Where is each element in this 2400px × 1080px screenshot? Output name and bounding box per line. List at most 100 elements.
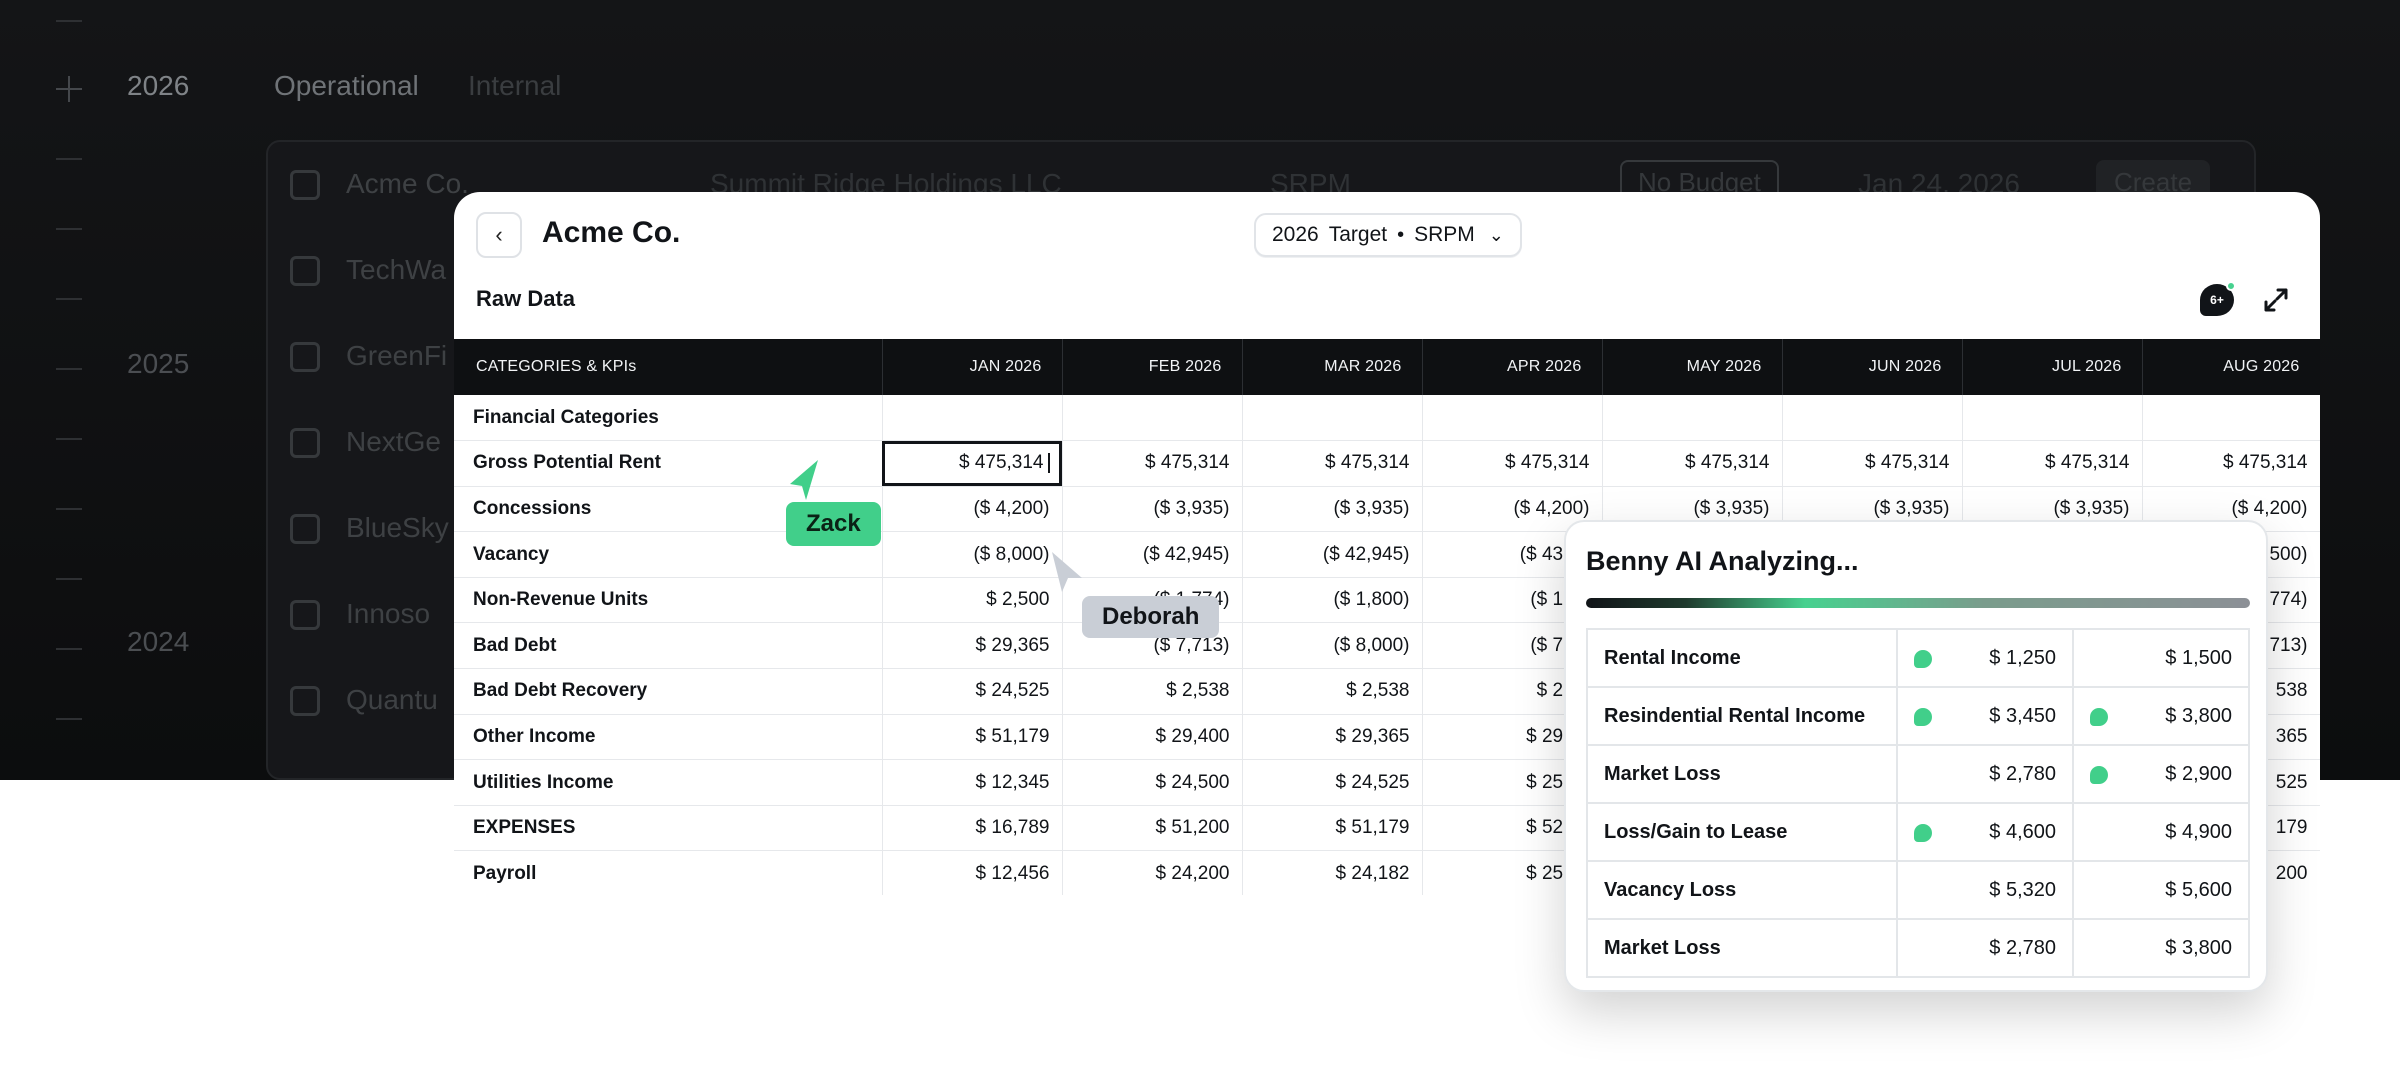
column-header[interactable]: MAY 2026 bbox=[1602, 339, 1783, 395]
table-cell[interactable]: ($ 42,945) bbox=[1062, 531, 1243, 578]
table-cell[interactable]: ($ 42,945) bbox=[1242, 531, 1423, 578]
table-cell[interactable]: ($ 8,000) bbox=[882, 531, 1063, 578]
table-cell[interactable]: $ 29,365 bbox=[1242, 714, 1423, 761]
table-cell[interactable] bbox=[1242, 395, 1423, 442]
property-name: Quantu bbox=[346, 684, 438, 715]
table-cell[interactable]: $ 475,314 bbox=[1782, 440, 1963, 487]
ai-value: $ 4,900 bbox=[2165, 820, 2232, 843]
column-header[interactable]: JUL 2026 bbox=[1962, 339, 2143, 395]
property-row[interactable]: GreenFi bbox=[290, 328, 2230, 388]
property-row[interactable]: TechWa bbox=[290, 242, 2230, 302]
expand-icon[interactable] bbox=[2260, 284, 2292, 316]
table-cell[interactable]: $ 475,314 bbox=[1242, 440, 1423, 487]
ai-value-cell[interactable]: $ 2,780 bbox=[1896, 918, 2074, 978]
comment-icon[interactable] bbox=[1914, 650, 1932, 668]
scenario-selector[interactable]: 2026 Target • SRPM ⌄ bbox=[1254, 213, 1522, 257]
year-2024[interactable]: 2024 bbox=[127, 626, 190, 657]
ai-value-cell[interactable]: $ 3,800 bbox=[2072, 686, 2250, 746]
checkbox[interactable] bbox=[290, 342, 320, 372]
tab-operational[interactable]: Operational bbox=[274, 70, 419, 101]
column-header[interactable]: MAR 2026 bbox=[1242, 339, 1423, 395]
table-cell[interactable]: $ 475,314 bbox=[2142, 440, 2320, 487]
property-row[interactable]: Quantu bbox=[290, 672, 2230, 732]
ai-value-cell[interactable]: $ 4,600 bbox=[1896, 802, 2074, 862]
checkbox[interactable] bbox=[290, 256, 320, 286]
column-header[interactable]: FEB 2026 bbox=[1062, 339, 1243, 395]
table-cell[interactable]: ($ 3,935) bbox=[1062, 486, 1243, 533]
ai-value: $ 1,250 bbox=[1989, 646, 2056, 669]
column-header[interactable]: JUN 2026 bbox=[1782, 339, 1963, 395]
table-cell[interactable] bbox=[1962, 395, 2143, 442]
table-cell[interactable]: $ 29,400 bbox=[1062, 714, 1243, 761]
cell-value: $ 475,314 bbox=[958, 452, 1044, 474]
table-cell[interactable] bbox=[882, 395, 1063, 442]
table-cell[interactable]: $ 475,314 bbox=[1962, 440, 2143, 487]
checkbox[interactable] bbox=[290, 514, 320, 544]
ai-value: $ 3,800 bbox=[2165, 704, 2232, 727]
column-header[interactable]: APR 2026 bbox=[1422, 339, 1603, 395]
comment-icon[interactable] bbox=[1914, 708, 1932, 726]
ai-value: $ 5,600 bbox=[2165, 878, 2232, 901]
ai-value-cell[interactable]: $ 2,780 bbox=[1896, 744, 2074, 804]
property-row[interactable]: BlueSky bbox=[290, 500, 2230, 560]
comment-icon[interactable] bbox=[1914, 824, 1932, 842]
column-header[interactable]: AUG 2026 bbox=[2142, 339, 2320, 395]
table-cell[interactable]: $ 2,538 bbox=[1242, 668, 1423, 715]
checkbox[interactable] bbox=[290, 600, 320, 630]
table-cell[interactable]: ($ 3,935) bbox=[1242, 486, 1423, 533]
table-cell[interactable]: $ 2,538 bbox=[1062, 668, 1243, 715]
ai-value-cell[interactable]: $ 1,250 bbox=[1896, 628, 2074, 688]
table-cell[interactable] bbox=[1422, 395, 1603, 442]
table-cell[interactable]: ($ 4,200) bbox=[882, 486, 1063, 533]
table-cell[interactable]: $ 24,182 bbox=[1242, 850, 1423, 895]
year-2026[interactable]: 2026 bbox=[127, 70, 190, 101]
column-header[interactable]: JAN 2026 bbox=[882, 339, 1063, 395]
table-cell[interactable]: $ 51,179 bbox=[882, 714, 1063, 761]
ai-table-row: Market Loss $ 2,780 $ 3,800 bbox=[1586, 918, 2250, 978]
checkbox[interactable] bbox=[290, 686, 320, 716]
ai-value-cell[interactable]: $ 3,800 bbox=[2072, 918, 2250, 978]
table-cell[interactable]: $ 2,500 bbox=[882, 577, 1063, 624]
tab-internal[interactable]: Internal bbox=[468, 70, 562, 101]
table-cell[interactable]: $ 475,314 bbox=[1062, 440, 1243, 487]
table-cell[interactable]: $ 51,200 bbox=[1062, 805, 1243, 852]
table-cell[interactable]: ($ 1,800) bbox=[1242, 577, 1423, 624]
table-cell[interactable] bbox=[2142, 395, 2320, 442]
table-cell[interactable]: $ 24,525 bbox=[1242, 759, 1423, 806]
property-row[interactable]: NextGe bbox=[290, 414, 2230, 474]
ai-value-cell[interactable]: $ 2,900 bbox=[2072, 744, 2250, 804]
column-header-categories[interactable]: CATEGORIES & KPIs bbox=[454, 339, 883, 395]
table-cell[interactable]: $ 16,789 bbox=[882, 805, 1063, 852]
deborah-cursor-icon bbox=[1052, 552, 1082, 592]
ai-value-cell[interactable]: $ 3,450 bbox=[1896, 686, 2074, 746]
table-cell[interactable]: $ 12,456 bbox=[882, 850, 1063, 895]
table-cell[interactable]: $ 12,345 bbox=[882, 759, 1063, 806]
table-cell[interactable]: $ 475,314 bbox=[1422, 440, 1603, 487]
back-button[interactable]: ‹ bbox=[476, 212, 522, 258]
ai-value-cell[interactable]: $ 1,500 bbox=[2072, 628, 2250, 688]
table-cell[interactable] bbox=[1602, 395, 1783, 442]
table-cell[interactable] bbox=[1062, 395, 1243, 442]
comment-icon[interactable] bbox=[2090, 766, 2108, 784]
table-cell[interactable]: ($ 8,000) bbox=[1242, 622, 1423, 670]
comment-icon[interactable] bbox=[2090, 708, 2108, 726]
comments-icon[interactable]: 6+ bbox=[2200, 281, 2236, 316]
checkbox[interactable] bbox=[290, 170, 320, 200]
table-cell[interactable]: $ 24,500 bbox=[1062, 759, 1243, 806]
property-row[interactable]: Innoso bbox=[290, 586, 2230, 646]
ai-value-cell[interactable]: $ 5,600 bbox=[2072, 860, 2250, 920]
table-cell[interactable]: $ 24,200 bbox=[1062, 850, 1243, 895]
add-year-icon[interactable] bbox=[56, 76, 82, 102]
table-cell[interactable]: $ 24,525 bbox=[882, 668, 1063, 715]
table-cell[interactable]: $ 29,365 bbox=[882, 622, 1063, 670]
company-title: Acme Co. bbox=[542, 216, 681, 249]
checkbox[interactable] bbox=[290, 428, 320, 458]
year-2025[interactable]: 2025 bbox=[127, 348, 190, 379]
table-cell[interactable]: $ 475,314 bbox=[1602, 440, 1783, 487]
scenario-year: 2026 bbox=[1272, 223, 1319, 246]
table-cell[interactable] bbox=[1782, 395, 1963, 442]
ai-value-cell[interactable]: $ 5,320 bbox=[1896, 860, 2074, 920]
table-cell-editing[interactable]: $ 475,314 bbox=[882, 440, 1063, 487]
ai-value-cell[interactable]: $ 4,900 bbox=[2072, 802, 2250, 862]
table-cell[interactable]: $ 51,179 bbox=[1242, 805, 1423, 852]
